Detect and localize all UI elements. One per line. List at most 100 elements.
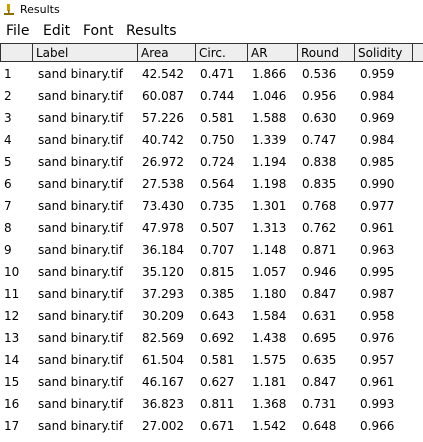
- cell-circ: 0.627: [200, 375, 235, 389]
- cell-circ: 0.643: [200, 309, 235, 323]
- cell-solidity: 0.959: [360, 67, 395, 81]
- row-index: 12: [4, 309, 20, 323]
- cell-label: sand binary.tif: [38, 243, 123, 257]
- menu-results[interactable]: Results: [126, 23, 177, 39]
- imagej-microscope-icon: [4, 4, 14, 15]
- table-row[interactable]: 14 sand binary.tif 61.504 0.581 1.575 0.635 0.…: [0, 349, 423, 371]
- cell-label: sand binary.tif: [38, 265, 123, 279]
- cell-round: 0.768: [302, 199, 337, 213]
- cell-area: 46.167: [142, 375, 184, 389]
- cell-label: sand binary.tif: [38, 199, 123, 213]
- cell-label: sand binary.tif: [38, 437, 138, 442]
- cell-round: 0.835: [302, 177, 337, 191]
- cell-area: 40.742: [142, 133, 184, 147]
- table-row[interactable]: 11 sand binary.tif 37.293 0.385 1.180 0.847 0.…: [0, 283, 423, 305]
- cell-area: 82.569: [142, 331, 184, 345]
- cell-solidity: 0.976: [360, 331, 395, 345]
- cell-area: 36.823: [142, 397, 184, 411]
- menu-edit[interactable]: Edit: [43, 23, 71, 39]
- cell-ar: 1.301: [252, 199, 287, 213]
- cell-solidity: 0.993: [360, 397, 395, 411]
- cell-ar: 1.575: [252, 353, 287, 367]
- cell-area: 73.430: [142, 199, 184, 213]
- column-header-circ[interactable]: Circ.: [196, 43, 248, 62]
- cell-label: sand binary.tif: [38, 221, 123, 235]
- cell-circ: 0.815: [200, 265, 235, 279]
- cell-solidity: 0.985: [360, 155, 395, 169]
- cell-area: 27.538: [142, 177, 184, 191]
- cell-ar: 1.313: [252, 221, 287, 235]
- cell-area: 21.699: [142, 437, 198, 442]
- cell-label: sand binary.tif: [38, 375, 123, 389]
- cell-solidity: 0.957: [360, 353, 395, 367]
- cell-ar: 1.368: [252, 397, 287, 411]
- row-index: 5: [4, 155, 12, 169]
- column-header-round[interactable]: Round: [298, 43, 355, 62]
- cell-ar: 1.057: [252, 265, 287, 279]
- cell-circ: 0.471: [200, 67, 235, 81]
- cell-ar: 1.866: [252, 67, 287, 81]
- table-row[interactable]: 1 sand binary.tif 42.542 0.471 1.866 0.536 0.9…: [0, 63, 423, 85]
- cell-circ: 0.564: [200, 177, 235, 191]
- table-row[interactable]: 4 sand binary.tif 40.742 0.750 1.339 0.747 0.9…: [0, 129, 423, 151]
- cell-solidity: 0.984: [360, 133, 395, 147]
- column-header-label[interactable]: Label: [33, 43, 138, 62]
- row-index: 1: [4, 67, 12, 81]
- column-header-area[interactable]: Area: [138, 43, 196, 62]
- table-row[interactable]: 2 sand binary.tif 60.087 0.744 1.046 0.956 0.9…: [0, 85, 423, 107]
- table-row[interactable]: 5 sand binary.tif 26.972 0.724 1.194 0.838 0.9…: [0, 151, 423, 173]
- row-index: 11: [4, 287, 20, 301]
- table-row[interactable]: 18 sand binary.tif 21.6990.578 1.466 0.682 0.…: [0, 437, 423, 442]
- cell-area: 26.972: [142, 155, 184, 169]
- table-row[interactable]: 16 sand binary.tif 36.823 0.811 1.368 0.731 0.…: [0, 393, 423, 415]
- cell-round: 0.762: [302, 221, 337, 235]
- cell-round: 0.536: [302, 67, 337, 81]
- table-row[interactable]: 3 sand binary.tif 57.226 0.581 1.588 0.630 0.9…: [0, 107, 423, 129]
- table-row[interactable]: 8 sand binary.tif 47.978 0.507 1.313 0.762 0.9…: [0, 217, 423, 239]
- cell-ar: 1.194: [252, 155, 287, 169]
- table-row[interactable]: 10 sand binary.tif 35.120 0.815 1.057 0.946 0.…: [0, 261, 423, 283]
- menu-file[interactable]: File: [6, 23, 30, 39]
- cell-round: 0.946: [302, 265, 337, 279]
- cell-label: sand binary.tif: [38, 353, 123, 367]
- table-row[interactable]: 13 sand binary.tif 82.569 0.692 1.438 0.695 0.…: [0, 327, 423, 349]
- table-row[interactable]: 7 sand binary.tif 73.430 0.735 1.301 0.768 0.9…: [0, 195, 423, 217]
- cell-round: 0.695: [302, 331, 337, 345]
- menu-font[interactable]: Font: [83, 23, 114, 39]
- row-index: 13: [4, 331, 20, 345]
- cell-area: 47.978: [142, 221, 184, 235]
- cell-label: sand binary.tif: [38, 133, 123, 147]
- table-row[interactable]: 17 sand binary.tif 27.002 0.671 1.542 0.648 0.…: [0, 415, 423, 437]
- cell-round: 0.648: [302, 419, 337, 433]
- results-table[interactable]: Label Area Circ. AR Round Solidity 1 sand…: [0, 43, 423, 442]
- cell-round: 0.682: [302, 437, 354, 442]
- table-row[interactable]: 6 sand binary.tif 27.538 0.564 1.198 0.835 0.9…: [0, 173, 423, 195]
- cell-round: 0.635: [302, 353, 337, 367]
- row-index: 10: [4, 265, 20, 279]
- cell-circ: 0.707: [200, 243, 235, 257]
- column-header-solidity[interactable]: Solidity: [355, 43, 413, 62]
- cell-solidity: 0.987: [360, 287, 395, 301]
- title-bar[interactable]: Results: [0, 0, 423, 20]
- cell-ar: 1.180: [252, 287, 287, 301]
- cell-ar: 1.198: [252, 177, 287, 191]
- column-header-index[interactable]: [0, 43, 33, 62]
- cell-round: 0.847: [302, 287, 337, 301]
- menu-bar: File Edit Font Results: [0, 21, 423, 42]
- table-row[interactable]: 15 sand binary.tif 46.167 0.627 1.181 0.847 0.…: [0, 371, 423, 393]
- cell-circ: 0.811: [200, 397, 235, 411]
- cell-area: 61.504: [142, 353, 184, 367]
- row-index: 7: [4, 199, 12, 213]
- cell-circ: 0.385: [200, 287, 235, 301]
- cell-circ: 0.735: [200, 199, 235, 213]
- cell-label: sand binary.tif: [38, 111, 123, 125]
- cell-solidity: 0.990: [360, 177, 395, 191]
- table-row[interactable]: 12 sand binary.tif 30.209 0.643 1.584 0.631 0.…: [0, 305, 423, 327]
- column-header-ar[interactable]: AR: [248, 43, 298, 62]
- cell-area: 42.542: [142, 67, 184, 81]
- cell-round: 0.956: [302, 89, 337, 103]
- cell-round: 0.630: [302, 111, 337, 125]
- table-row[interactable]: 9 sand binary.tif 36.184 0.707 1.148 0.871 0.9…: [0, 239, 423, 261]
- row-index: 17: [4, 419, 20, 433]
- cell-circ: 0.671: [200, 419, 235, 433]
